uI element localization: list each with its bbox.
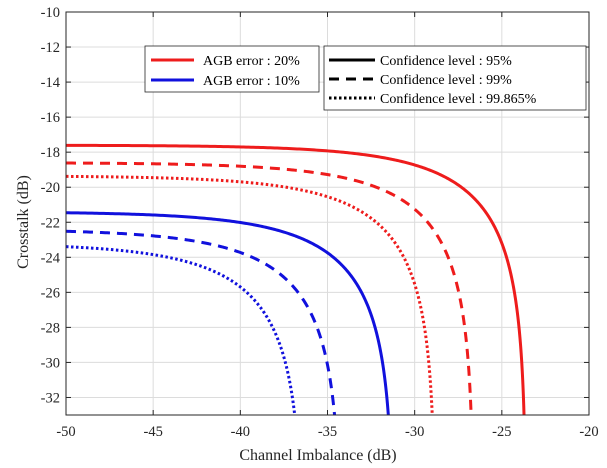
y-tick-label: -10 bbox=[41, 5, 60, 21]
y-tick-label: -30 bbox=[41, 355, 60, 371]
x-tick-label: -30 bbox=[405, 424, 424, 440]
series-line-agb10-dashed bbox=[66, 229, 337, 415]
series-line-agb20-dotted bbox=[66, 174, 434, 415]
x-tick-label: -35 bbox=[318, 424, 337, 440]
x-tick-label: -20 bbox=[579, 424, 598, 440]
y-tick-label: -24 bbox=[41, 250, 61, 266]
legend-label: Confidence level : 99% bbox=[380, 73, 512, 88]
y-tick-label: -14 bbox=[41, 75, 61, 91]
y-tick-label: -12 bbox=[41, 40, 60, 56]
legend-label: Confidence level : 99.865% bbox=[380, 92, 537, 107]
x-axis-label: Channel Imbalance (dB) bbox=[239, 447, 396, 464]
legend-label: AGB error : 20% bbox=[203, 54, 300, 69]
plot-series bbox=[66, 143, 526, 415]
x-tick-label: -40 bbox=[231, 424, 250, 440]
y-axis-label: Crosstalk (dB) bbox=[15, 175, 32, 269]
legend-color-box bbox=[144, 45, 320, 93]
y-tick-label: -20 bbox=[41, 180, 60, 196]
x-tick-label: -25 bbox=[492, 424, 511, 440]
axes: -50 -45 -40 -35 -30 -25 -20 -10 -12 -14 -16 -18 -20 -… bbox=[41, 5, 599, 440]
series-line-agb10-solid bbox=[66, 211, 390, 415]
y-tick-label: -18 bbox=[41, 145, 60, 161]
series-line-agb20-dashed bbox=[66, 161, 473, 415]
legend-label: Confidence level : 95% bbox=[380, 54, 512, 69]
legend-label: AGB error : 10% bbox=[203, 74, 300, 89]
legends: AGB error : 20% AGB error : 10% Confidence… bbox=[144, 45, 587, 111]
y-tick-label: -28 bbox=[41, 320, 60, 336]
x-tick-label: -45 bbox=[143, 424, 162, 440]
y-tick-label: -22 bbox=[41, 215, 60, 231]
y-tick-label: -32 bbox=[41, 390, 60, 406]
x-tick-label: -50 bbox=[56, 424, 75, 440]
series-line-agb20-solid bbox=[66, 143, 526, 415]
series-line-agb10-dotted bbox=[66, 245, 297, 415]
y-tick-label: -16 bbox=[41, 110, 60, 126]
y-tick-label: -26 bbox=[41, 285, 60, 301]
